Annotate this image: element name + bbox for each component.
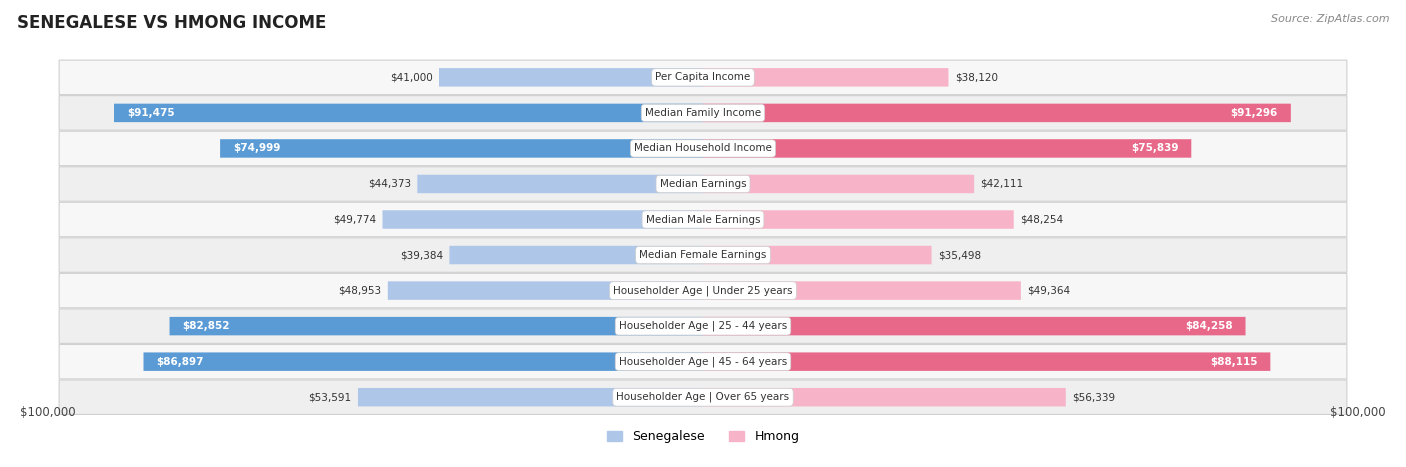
FancyBboxPatch shape [418,175,703,193]
Text: Householder Age | Under 25 years: Householder Age | Under 25 years [613,285,793,296]
Text: $48,254: $48,254 [1021,214,1063,225]
FancyBboxPatch shape [703,139,1191,158]
Text: $56,339: $56,339 [1073,392,1115,402]
Text: $75,839: $75,839 [1130,143,1178,154]
Text: $86,897: $86,897 [156,357,204,367]
FancyBboxPatch shape [703,104,1291,122]
Text: SENEGALESE VS HMONG INCOME: SENEGALESE VS HMONG INCOME [17,14,326,32]
FancyBboxPatch shape [59,60,1347,95]
Text: $82,852: $82,852 [183,321,231,331]
Text: $91,475: $91,475 [127,108,174,118]
Text: $91,296: $91,296 [1230,108,1278,118]
Text: $42,111: $42,111 [980,179,1024,189]
Text: Per Capita Income: Per Capita Income [655,72,751,82]
Text: $49,364: $49,364 [1028,286,1070,296]
FancyBboxPatch shape [703,353,1271,371]
Text: Median Female Earnings: Median Female Earnings [640,250,766,260]
Text: Source: ZipAtlas.com: Source: ZipAtlas.com [1271,14,1389,24]
Text: $100,000: $100,000 [1330,406,1385,419]
Text: $100,000: $100,000 [21,406,76,419]
Text: Median Family Income: Median Family Income [645,108,761,118]
FancyBboxPatch shape [703,210,1014,229]
FancyBboxPatch shape [59,345,1347,379]
FancyBboxPatch shape [703,68,949,86]
Text: $88,115: $88,115 [1211,357,1257,367]
FancyBboxPatch shape [59,273,1347,308]
Text: $35,498: $35,498 [938,250,981,260]
Legend: Senegalese, Hmong: Senegalese, Hmong [606,430,800,443]
FancyBboxPatch shape [59,202,1347,237]
Text: $41,000: $41,000 [389,72,433,82]
Text: $84,258: $84,258 [1185,321,1233,331]
Text: $38,120: $38,120 [955,72,998,82]
Text: Median Earnings: Median Earnings [659,179,747,189]
Text: $44,373: $44,373 [368,179,411,189]
FancyBboxPatch shape [703,175,974,193]
FancyBboxPatch shape [59,131,1347,166]
FancyBboxPatch shape [59,238,1347,272]
Text: $48,953: $48,953 [339,286,381,296]
FancyBboxPatch shape [59,309,1347,343]
FancyBboxPatch shape [359,388,703,406]
Text: $74,999: $74,999 [233,143,280,154]
FancyBboxPatch shape [143,353,703,371]
FancyBboxPatch shape [439,68,703,86]
FancyBboxPatch shape [114,104,703,122]
Text: Median Household Income: Median Household Income [634,143,772,154]
Text: Householder Age | Over 65 years: Householder Age | Over 65 years [616,392,790,403]
FancyBboxPatch shape [703,246,932,264]
Text: $49,774: $49,774 [333,214,375,225]
FancyBboxPatch shape [59,167,1347,201]
FancyBboxPatch shape [59,380,1347,414]
Text: Householder Age | 45 - 64 years: Householder Age | 45 - 64 years [619,356,787,367]
FancyBboxPatch shape [703,281,1021,300]
FancyBboxPatch shape [450,246,703,264]
FancyBboxPatch shape [388,281,703,300]
Text: Householder Age | 25 - 44 years: Householder Age | 25 - 44 years [619,321,787,332]
FancyBboxPatch shape [170,317,703,335]
Text: $39,384: $39,384 [399,250,443,260]
Text: $53,591: $53,591 [308,392,352,402]
FancyBboxPatch shape [382,210,703,229]
FancyBboxPatch shape [221,139,703,158]
Text: Median Male Earnings: Median Male Earnings [645,214,761,225]
FancyBboxPatch shape [703,388,1066,406]
FancyBboxPatch shape [59,96,1347,130]
FancyBboxPatch shape [703,317,1246,335]
